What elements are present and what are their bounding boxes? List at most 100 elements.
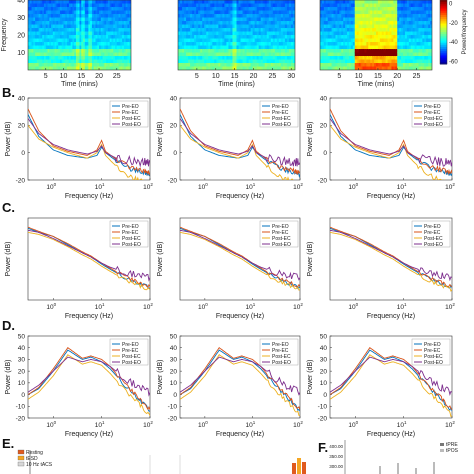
spectrogram-cell [120, 28, 123, 33]
spectrogram-cell [339, 31, 342, 36]
spectrogram-cell [208, 31, 211, 36]
spectrogram-cell [290, 56, 294, 61]
spectrogram-cell [335, 66, 338, 70]
spectrogram-cell [36, 56, 40, 61]
spectrogram-cell [70, 35, 73, 40]
spectrogram-cell [79, 24, 82, 29]
spectrogram-cell [238, 52, 242, 57]
spectrogram-cell [410, 21, 414, 26]
x-tick-exponent: 2 [300, 182, 303, 187]
spectrogram-cell [246, 42, 250, 47]
spectrogram-cell [83, 17, 86, 22]
spectrogram-cell [58, 59, 61, 64]
spectrogram-cell [276, 38, 280, 43]
spectrogram-cell [337, 3, 340, 8]
spectrogram-cell [222, 49, 225, 54]
spectrogram-cell [323, 28, 327, 33]
spectrogram-cell [61, 7, 65, 12]
spectrogram-cell [345, 42, 348, 47]
spectrogram-cell [202, 17, 205, 22]
spectrogram-cell [258, 10, 262, 15]
spectrogram-cell [182, 24, 185, 29]
spectrogram-cell [58, 28, 61, 33]
legend-entry: Pre-EO [272, 342, 289, 348]
spectrogram-cell [56, 31, 59, 36]
spectrogram-cell [246, 52, 250, 57]
spectrogram-cell [383, 7, 387, 12]
spectrogram-cell [320, 10, 323, 15]
spectrogram-cell [107, 35, 111, 40]
spectrogram-cell [406, 0, 410, 5]
spectrogram-cell [210, 14, 213, 19]
spectrogram-cell [337, 28, 340, 33]
spectrogram-cell [331, 66, 335, 70]
spectrogram-cell [260, 0, 264, 5]
spectrogram-cell [230, 35, 234, 40]
spectrogram-cell [248, 0, 252, 5]
spectrogram-cell [339, 28, 342, 33]
spectrogram-cell [381, 28, 385, 33]
spectrogram-cell [379, 42, 383, 47]
spectrogram-cell [420, 7, 423, 12]
spectrogram-cell [206, 17, 209, 22]
spectrogram-cell [238, 21, 242, 26]
spectrogram-cell [116, 21, 120, 26]
spectrogram-cell [414, 63, 418, 68]
spectrogram-cell [206, 24, 209, 29]
spectrogram-cell [418, 66, 422, 70]
spectrogram-cell [79, 10, 82, 15]
spectrogram-cell [202, 24, 205, 29]
spectrogram-cell [43, 31, 47, 36]
spectrogram-cell [414, 24, 418, 29]
spectrogram-cell [49, 31, 52, 36]
spectrogram-cell [54, 21, 58, 26]
spectrogram-cell [320, 24, 323, 29]
spectrogram-cell [75, 21, 79, 26]
spectrogram-cell [377, 31, 381, 36]
spectrogram-cell [343, 52, 346, 57]
spectrogram-cell [242, 28, 246, 33]
spectrogram-cell [389, 17, 393, 22]
spectrogram-cell [366, 59, 369, 64]
spectrogram-cell [93, 38, 97, 43]
spectrogram-cell [325, 31, 329, 36]
spectrogram-cell [202, 56, 205, 61]
spectrogram-cell [204, 7, 207, 12]
spectrogram-cell [118, 35, 121, 40]
spectrogram-cell [403, 14, 406, 19]
spectrogram-cell [248, 59, 252, 64]
spectrogram-cell [228, 63, 232, 68]
spectrogram-cell [288, 14, 292, 19]
spectrogram-cell [333, 24, 337, 29]
spectrogram-cell [97, 38, 100, 43]
spectrogram-cell [67, 28, 70, 33]
spectrogram-cell [102, 49, 105, 54]
spectrogram-cell [377, 7, 381, 12]
spectrogram-cell [120, 3, 123, 8]
spectrogram-cell [292, 0, 295, 5]
spectrogram-cell [403, 21, 406, 26]
spectrogram-cell [352, 0, 356, 5]
spectrogram-cell [95, 59, 98, 64]
spectrogram-cell [246, 14, 250, 19]
spectrogram-cell [61, 42, 65, 47]
spectrogram-cell [412, 28, 416, 33]
spectrogram-cell [385, 42, 389, 47]
spectrogram-cell [43, 63, 47, 68]
spectrogram-cell [56, 56, 59, 61]
spectrogram-cell [391, 38, 394, 43]
spectrogram-cell [358, 42, 362, 47]
spectrogram-cell [276, 14, 280, 19]
spectrogram-cell [218, 35, 221, 40]
spectrogram-cell [222, 3, 225, 8]
x-tick-label: 5 [44, 73, 48, 80]
spectrogram-cell [280, 10, 284, 15]
spectrogram-cell [430, 31, 432, 36]
x-axis-label: Frequency (Hz) [216, 193, 264, 200]
spectrogram-cell [282, 45, 286, 50]
spectrogram-cell [83, 24, 86, 29]
spectrogram-cell [410, 56, 414, 61]
spectrogram-cell [58, 21, 61, 26]
spectrogram-cell [106, 52, 109, 57]
